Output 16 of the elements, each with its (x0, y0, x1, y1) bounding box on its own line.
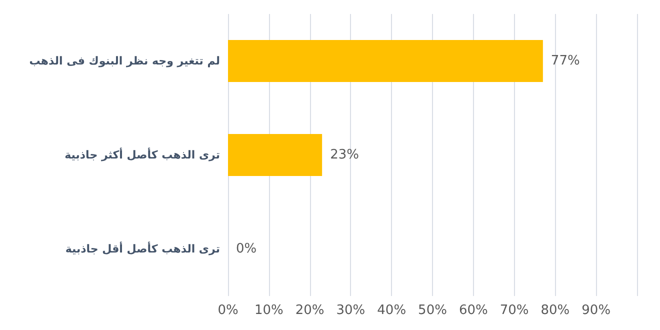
x-tick-label: 30% (336, 303, 366, 318)
data-label: 77% (550, 54, 580, 68)
x-tick-label: 40% (377, 303, 406, 318)
data-label: 23% (330, 148, 359, 162)
y-tick-label: لم تتغير وجه نظر البنوك فى الذهب (29, 54, 220, 68)
x-tick-label: 80% (540, 303, 570, 318)
y-tick-label: ترى الذهب كأصل أقل جاذبية (65, 242, 220, 256)
y-tick-label: ترى الذهب كأصل أكثر جاذبية (64, 148, 220, 162)
x-tick-label: 90% (582, 303, 611, 318)
x-tick-label: 10% (254, 303, 284, 318)
x-tick-label: 60% (458, 303, 488, 318)
x-tick-label: 20% (295, 303, 324, 318)
data-label: 0% (236, 242, 257, 256)
x-tick-label: 70% (500, 303, 529, 318)
x-tick-label: 0% (218, 303, 238, 318)
x-tick-label: 50% (418, 303, 447, 318)
